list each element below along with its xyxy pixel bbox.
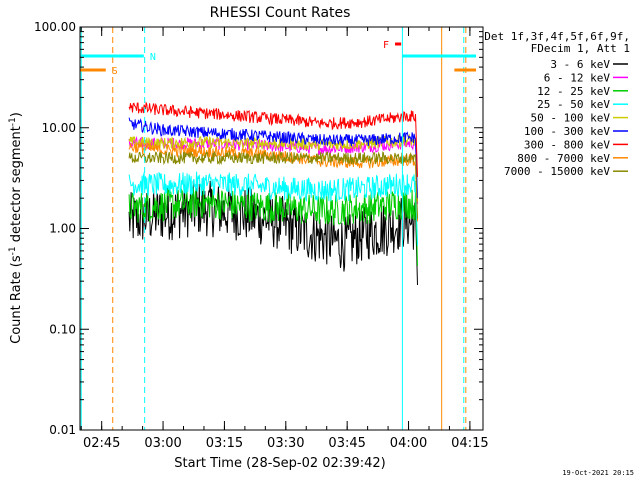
legend-label: 300 - 800 keV bbox=[524, 138, 610, 151]
legend-header-line-2: FDecim 1, Att 1 bbox=[531, 42, 630, 55]
flag-bar-label-F: F bbox=[383, 40, 389, 51]
legend-label: 25 - 50 keV bbox=[537, 98, 610, 111]
y-axis-ticks: 100.00 10.00 1.00 0.10 0.01 bbox=[34, 20, 483, 437]
chart-title: RHESSI Count Rates bbox=[210, 5, 351, 21]
trace-50-100keV bbox=[128, 133, 418, 202]
legend-header-line-1: Det 1f,3f,4f,5f,6f,9f, bbox=[484, 30, 630, 43]
legend-label: 800 - 7000 keV bbox=[517, 152, 610, 165]
x-tick-label: 02:45 bbox=[83, 436, 120, 451]
legend-label: 12 - 25 keV bbox=[537, 85, 610, 98]
y-tick-label: 10.00 bbox=[42, 121, 76, 135]
flag-bar-label-N: N bbox=[150, 52, 156, 63]
legend-label: 100 - 300 keV bbox=[524, 125, 610, 138]
trace-100-300keV bbox=[128, 117, 418, 199]
y-tick-label: 100.00 bbox=[34, 20, 76, 34]
y-axis-label: Count Rate (s-1 detector segment-1) bbox=[8, 112, 24, 344]
legend-label: 50 - 100 keV bbox=[531, 112, 611, 125]
trace-7000-15000keV bbox=[128, 150, 418, 219]
y-tick-label: 0.10 bbox=[49, 322, 76, 336]
x-tick-label: 03:00 bbox=[144, 436, 181, 451]
x-tick-label: 04:15 bbox=[451, 436, 488, 451]
y-tick-label: 1.00 bbox=[49, 222, 76, 236]
data-traces bbox=[128, 101, 418, 286]
x-tick-label: 04:00 bbox=[390, 436, 427, 451]
footer-date: 19-Oct-2021 20:15 bbox=[562, 469, 634, 477]
legend: Det 1f,3f,4f,5f,6f,9f, FDecim 1, Att 1 3… bbox=[484, 30, 630, 178]
legend-label: 7000 - 15000 keV bbox=[504, 165, 610, 178]
flag-bars: S N F bbox=[80, 40, 477, 77]
legend-label: 6 - 12 keV bbox=[544, 71, 611, 84]
trace-12-25keV bbox=[128, 187, 418, 266]
x-tick-label: 03:45 bbox=[328, 436, 365, 451]
trace-25-50keV bbox=[128, 171, 418, 246]
trace-300-800keV bbox=[128, 101, 418, 177]
x-axis-label: Start Time (28-Sep-02 02:39:42) bbox=[174, 456, 385, 471]
y-tick-label: 0.01 bbox=[49, 423, 76, 437]
x-tick-label: 03:30 bbox=[267, 436, 304, 451]
x-axis-ticks: 02:45 03:00 03:15 03:30 03:45 04:00 04:15 bbox=[80, 27, 489, 451]
legend-label: 3 - 6 keV bbox=[550, 58, 610, 71]
x-tick-label: 03:15 bbox=[206, 436, 243, 451]
flag-bar-label-S: S bbox=[112, 66, 118, 77]
